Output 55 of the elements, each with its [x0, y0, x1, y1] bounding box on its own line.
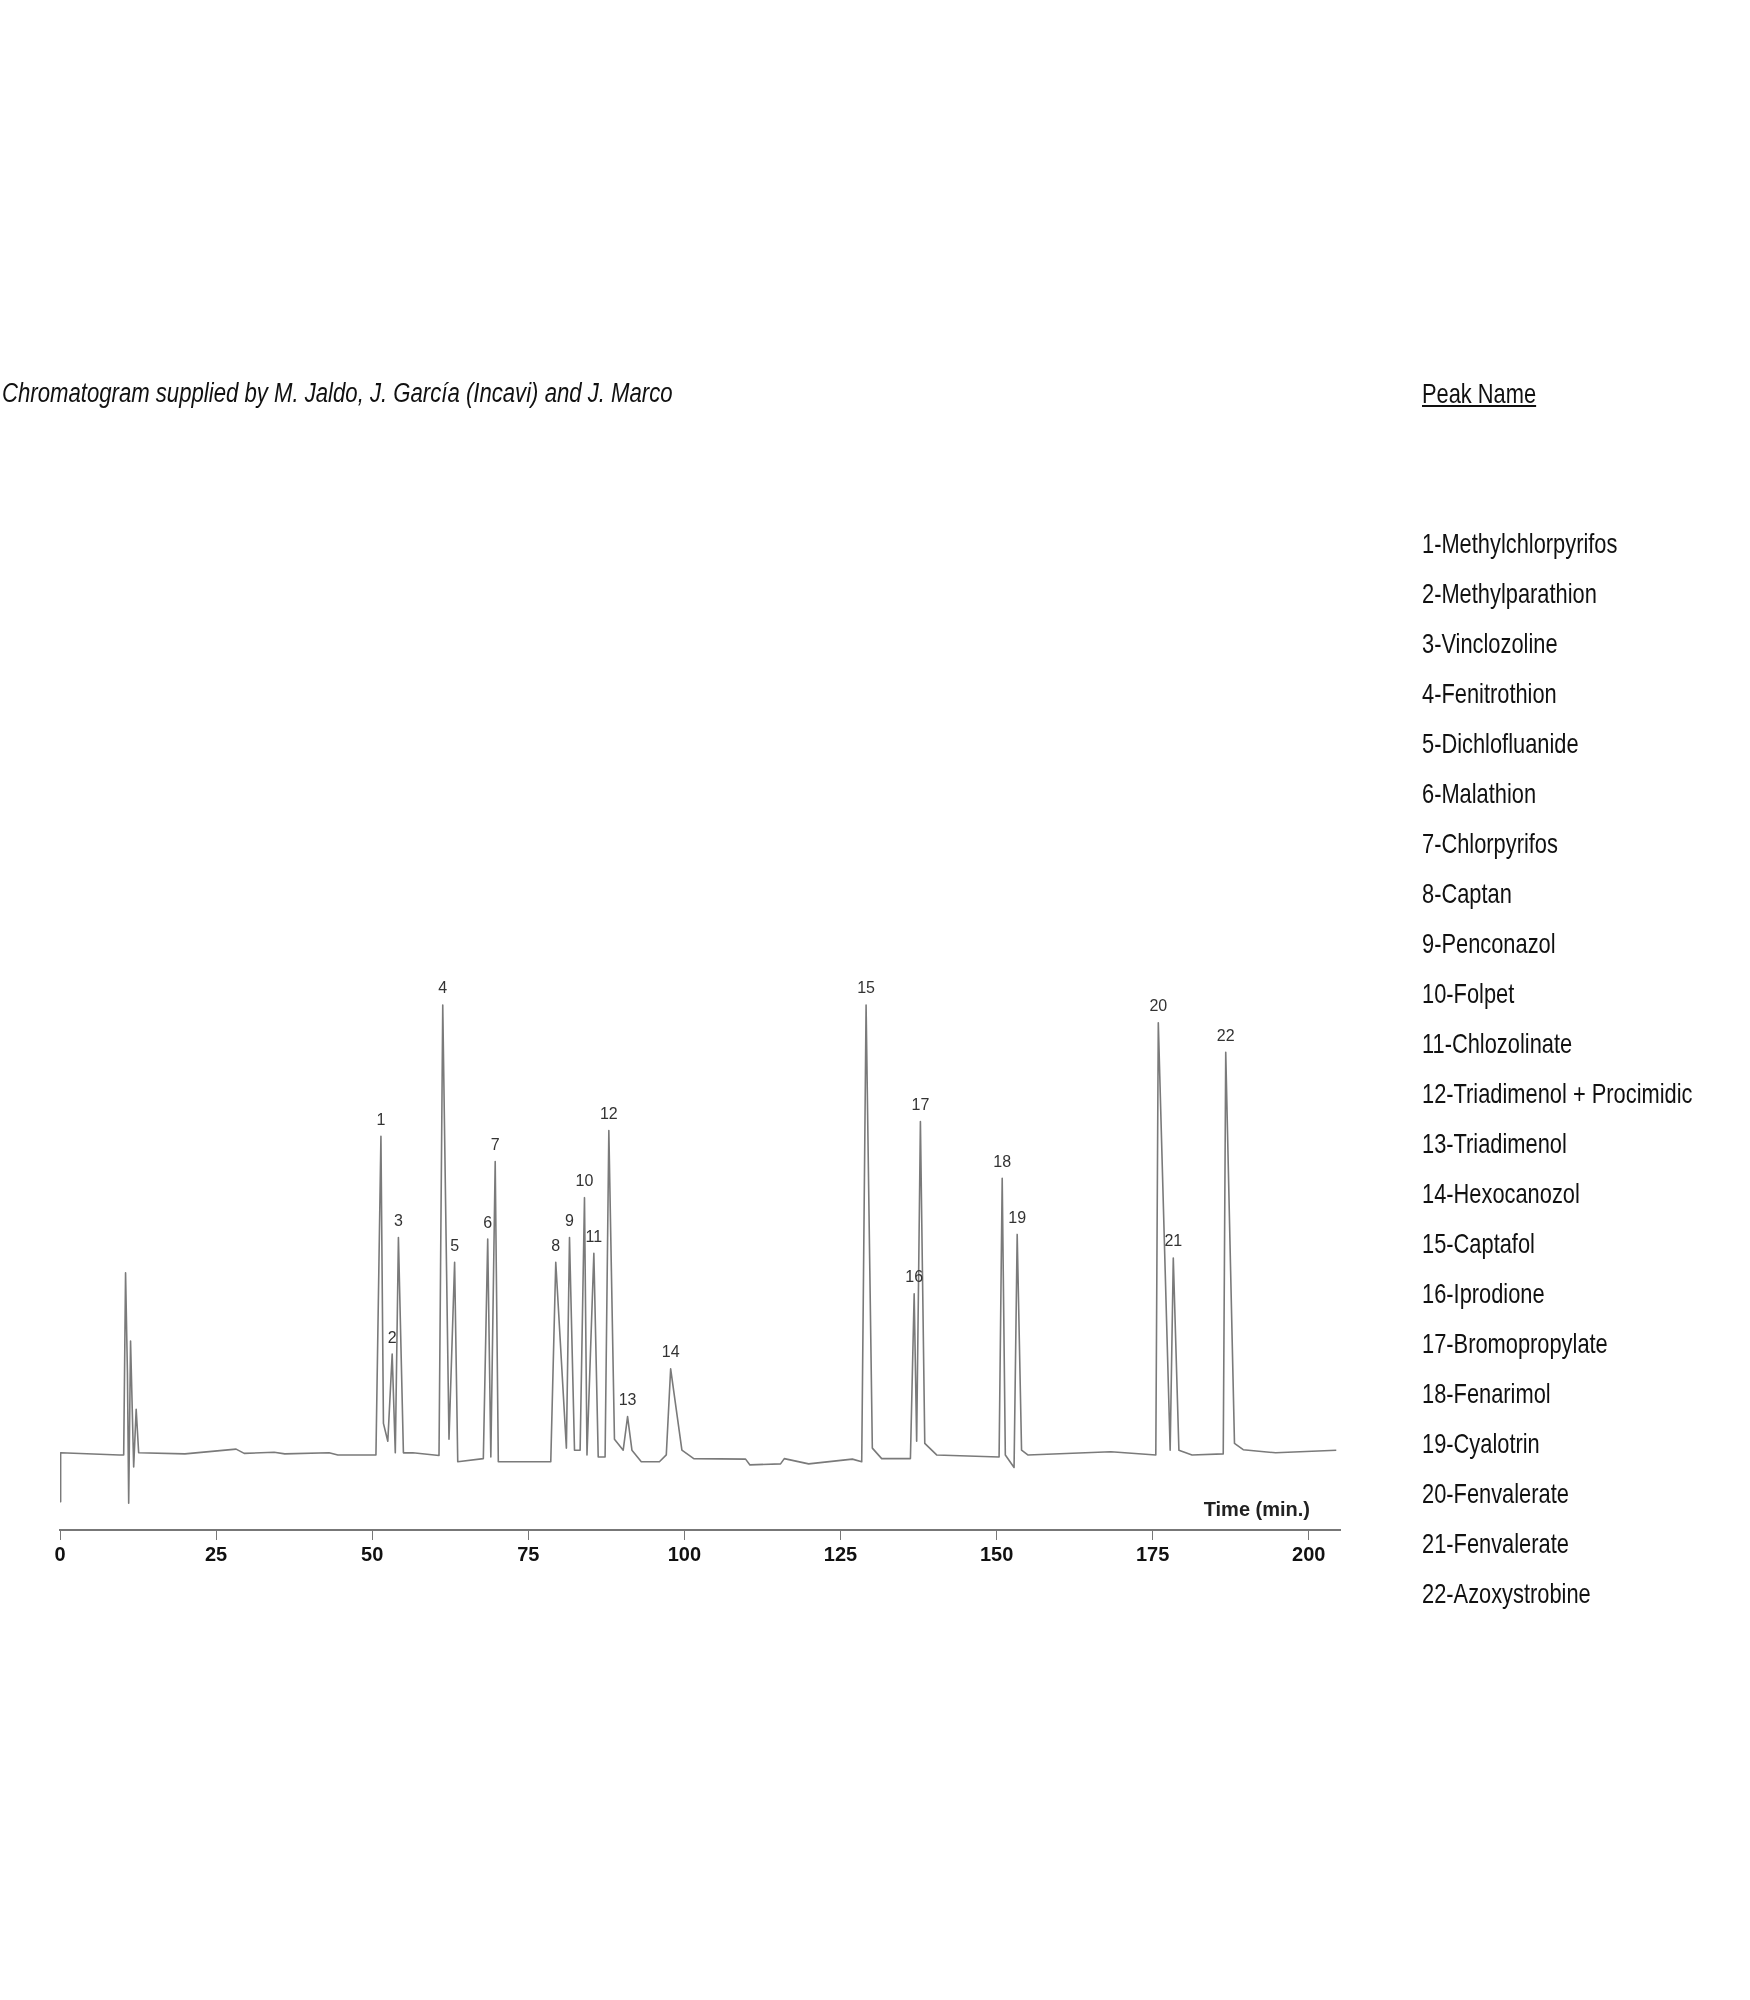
text: 10-Folpet: [1422, 978, 1516, 1011]
text: 15-Captafol: [1422, 1228, 1536, 1261]
text: 21-Fenvalerate: [1422, 1528, 1570, 1561]
x-tick-label: 50: [361, 1542, 384, 1565]
text: 6-Malathion: [1422, 778, 1538, 811]
text: Peak Name: [1422, 378, 1538, 411]
x-tick-label: 75: [517, 1542, 540, 1565]
annotation: 5: [450, 1236, 460, 1254]
annotation: 21: [1164, 1232, 1183, 1250]
x-tick-label: 175: [1136, 1542, 1170, 1565]
annotation: 3: [393, 1211, 403, 1229]
x-tick-label: 100: [667, 1542, 702, 1565]
x-tick-label: 200: [1292, 1542, 1326, 1565]
text: 22-Azoxystrobine: [1422, 1578, 1592, 1611]
text: 18-Fenarimol: [1422, 1378, 1552, 1411]
text: 9-Penconazol: [1422, 928, 1557, 961]
text: 5-Dichlofluanide: [1422, 728, 1580, 761]
annotation: 13: [618, 1391, 637, 1409]
text: 11-Chlozolinate: [1422, 1028, 1574, 1061]
text: 19-Cyalotrin: [1422, 1428, 1541, 1461]
annotation: 20: [1149, 997, 1168, 1015]
annotation: 18: [993, 1152, 1012, 1170]
annotation: 9: [565, 1211, 575, 1229]
annotation: 2: [387, 1328, 397, 1346]
annotation: 6: [483, 1213, 493, 1231]
annotation: 1: [376, 1110, 386, 1128]
text: 8-Captan: [1422, 878, 1513, 911]
text: 7-Chlorpyrifos: [1422, 828, 1559, 861]
x-axis-title: Time (min.): [1203, 1497, 1310, 1520]
text: 16-Iprodione: [1422, 1278, 1546, 1311]
annotation: 19: [1008, 1208, 1027, 1226]
text: 17-Bromopropylate: [1422, 1328, 1609, 1361]
text: 4-Fenitrothion: [1422, 678, 1558, 711]
text: 2-Methylparathion: [1422, 578, 1598, 611]
text: 12-Triadimenol + Procimidic: [1422, 1078, 1693, 1111]
chart-title: Chromatogram supplied by M. Jaldo, J. García (Incavi) and J. Marco: [2, 378, 673, 409]
annotation: 10: [575, 1172, 594, 1190]
annotation: 12: [599, 1104, 618, 1122]
x-tick-label: 125: [823, 1542, 858, 1565]
text: 20-Fenvalerate: [1422, 1478, 1570, 1511]
annotation: 11: [585, 1227, 603, 1245]
text: 1-Methylchlorpyrifos: [1422, 528, 1619, 561]
text: 3-Vinclozoline: [1422, 628, 1559, 661]
text: 13-Triadimenol: [1422, 1128, 1568, 1161]
annotation: 22: [1216, 1026, 1235, 1044]
annotation: 17: [911, 1095, 930, 1113]
annotation: 7: [490, 1135, 500, 1153]
x-tick-label: 25: [204, 1542, 228, 1565]
annotation: 4: [438, 979, 448, 997]
annotation: 15: [857, 979, 876, 997]
text: 14-Hexocanozol: [1422, 1178, 1581, 1211]
x-tick-label: 150: [979, 1542, 1014, 1565]
annotation: 14: [661, 1343, 680, 1361]
annotation: 8: [551, 1236, 561, 1254]
x-tick-label: 0: [54, 1542, 66, 1565]
